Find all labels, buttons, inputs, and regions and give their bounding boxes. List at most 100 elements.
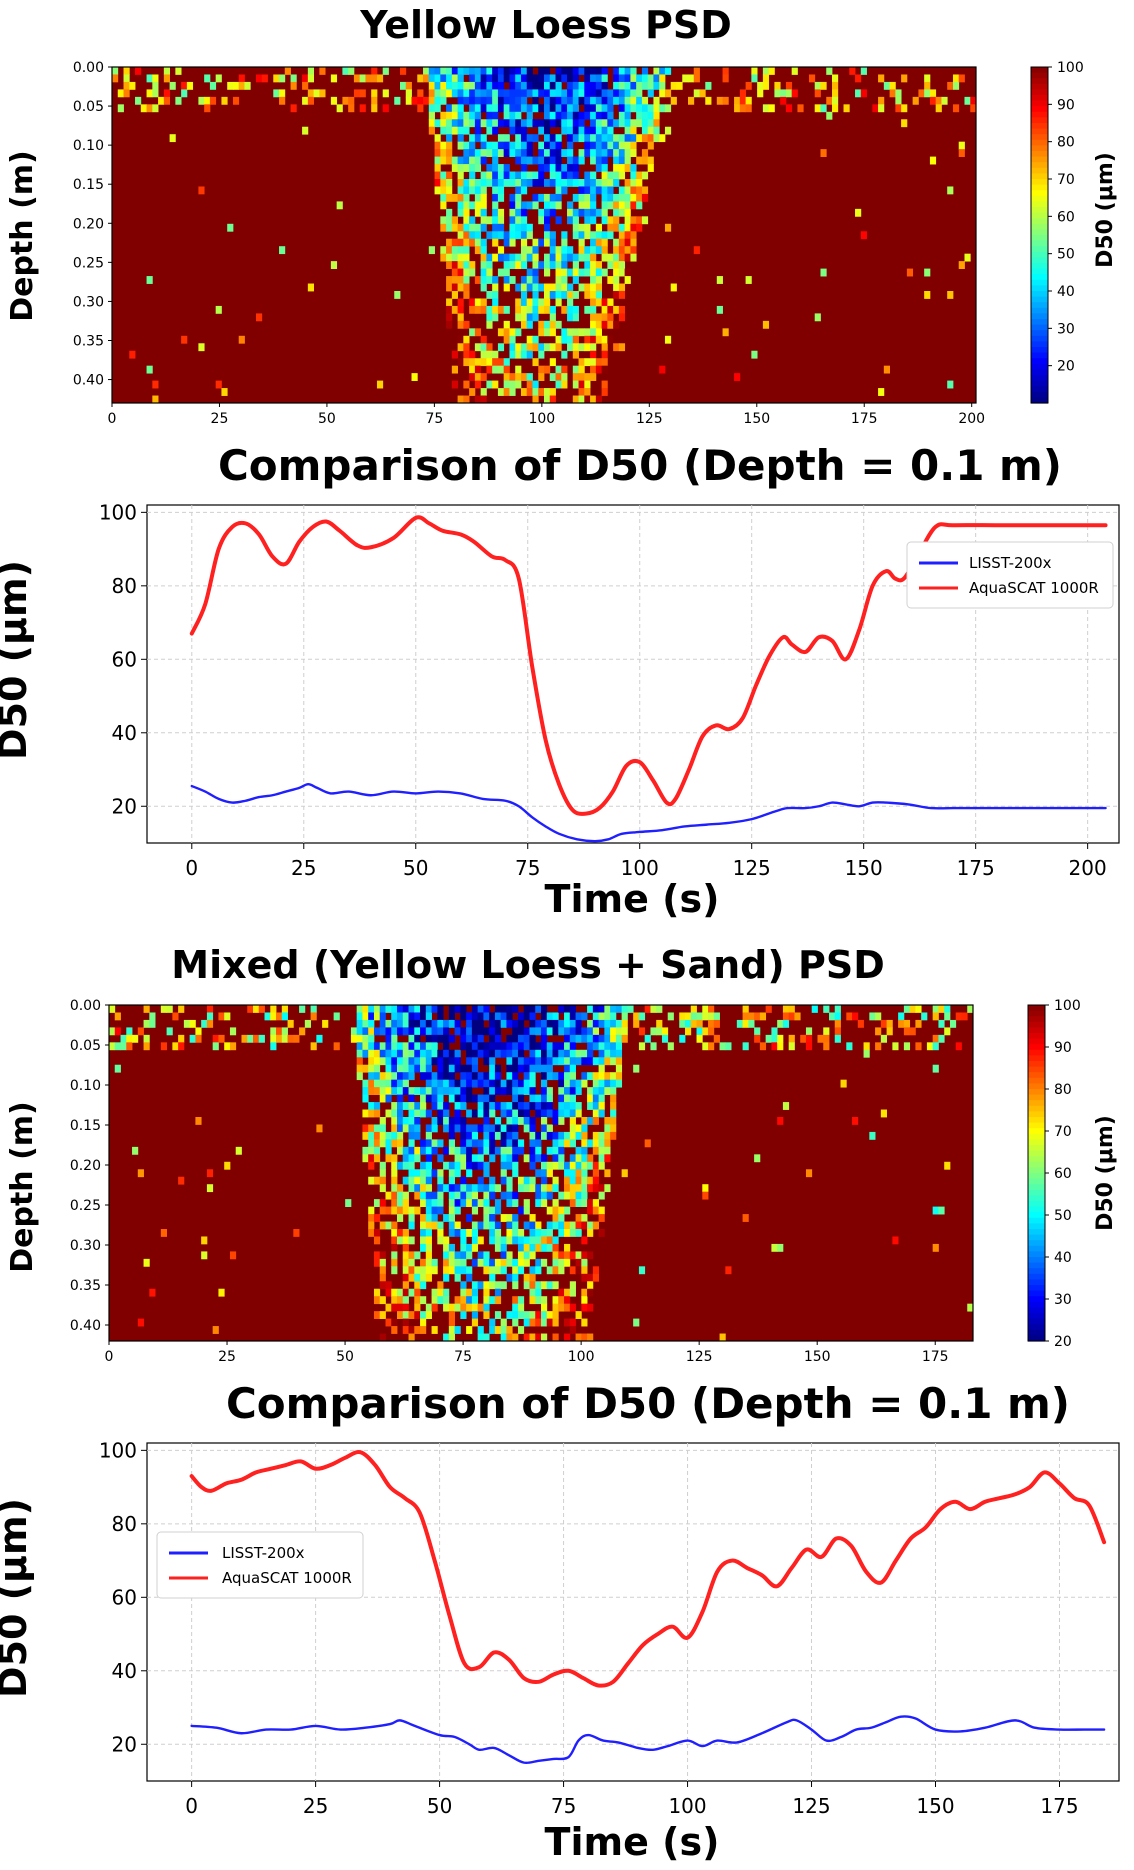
heatmap-cell xyxy=(601,89,608,98)
heatmap-cell xyxy=(788,1034,795,1043)
heatmap-cell xyxy=(607,201,614,210)
heatmap-cell xyxy=(613,268,620,277)
colorbar-step xyxy=(1031,274,1048,281)
heatmap-cell xyxy=(834,1012,841,1021)
heatmap-cell xyxy=(500,1124,507,1133)
heatmap-cell xyxy=(892,1236,899,1245)
heatmap-cell xyxy=(397,1057,404,1066)
heatmap-cell xyxy=(362,1064,369,1073)
heatmap-cell xyxy=(785,81,793,90)
heatmap-cell xyxy=(610,1072,617,1081)
heatmap-cell xyxy=(492,231,499,240)
heatmap-cell xyxy=(494,1117,502,1125)
heatmap-cell xyxy=(546,1124,553,1133)
heatmap-cell xyxy=(578,380,585,389)
heatmap-cell xyxy=(414,1266,421,1275)
heatmap-cell xyxy=(529,1229,536,1237)
heatmap-cell xyxy=(132,1146,139,1155)
heatmap-cell xyxy=(279,89,286,98)
heatmap-cell xyxy=(497,164,505,172)
heatmap-cell xyxy=(500,1087,507,1095)
heatmap-cell xyxy=(114,1042,121,1051)
heatmap-cell xyxy=(402,1236,409,1245)
heatmap-cell xyxy=(414,1027,421,1036)
heatmap-cell xyxy=(463,261,470,269)
heatmap-cell xyxy=(544,149,551,157)
heatmap-cell xyxy=(549,283,556,292)
heatmap-cell xyxy=(601,111,608,120)
heatmap-cell xyxy=(368,1229,375,1237)
heatmap-cell xyxy=(590,358,597,367)
heatmap-cell xyxy=(572,328,579,337)
heatmap-cell xyxy=(483,1102,490,1110)
heatmap-cell xyxy=(932,1206,939,1215)
heatmap-cell xyxy=(414,1042,421,1051)
heatmap-cell xyxy=(469,201,476,210)
heatmap-cell xyxy=(595,74,602,83)
heatmap-cell xyxy=(702,1005,709,1013)
heatmap-cell xyxy=(425,1161,432,1170)
heatmap-cell xyxy=(558,1191,565,1200)
heatmap-cell xyxy=(567,81,574,90)
heatmap-cell xyxy=(523,1087,530,1095)
heatmap-cell xyxy=(636,74,643,83)
heatmap-cell xyxy=(592,1161,599,1170)
heatmap-cell xyxy=(379,1296,386,1305)
heatmap-cell xyxy=(535,1042,542,1051)
heatmap-cell xyxy=(503,283,510,292)
heatmap-cell xyxy=(494,1199,502,1207)
heatmap-cell xyxy=(532,380,539,389)
colorbar-step xyxy=(1028,1033,1045,1040)
heatmap-cell xyxy=(348,96,355,105)
heatmap-cell xyxy=(460,1251,467,1260)
heatmap-cell xyxy=(552,1012,559,1021)
heatmap-cell xyxy=(630,179,637,187)
heatmap-cell xyxy=(578,134,585,143)
heatmap-cell xyxy=(575,1161,582,1170)
heatmap-cell xyxy=(607,104,614,113)
heatmap-cell xyxy=(397,1124,404,1133)
heatmap-cell xyxy=(512,1258,519,1267)
heatmap-cell xyxy=(402,1326,409,1334)
heatmap-cell xyxy=(517,1117,525,1125)
heatmap-cell xyxy=(437,1057,444,1066)
heatmap-cell xyxy=(575,1034,582,1043)
heatmap-cell xyxy=(529,1154,536,1163)
heatmap-cell xyxy=(477,1034,484,1043)
heatmap-cell xyxy=(506,1146,513,1155)
heatmap-cell xyxy=(615,1034,623,1043)
heatmap-cell xyxy=(379,1019,386,1028)
heatmap-cell xyxy=(538,104,545,113)
heatmap-cell xyxy=(924,268,931,277)
heatmap-cell xyxy=(443,1273,450,1282)
colorbar-step xyxy=(1031,279,1048,286)
heatmap-cell xyxy=(549,291,556,299)
heatmap-cell xyxy=(500,1012,507,1021)
heatmap-cell xyxy=(581,1161,588,1170)
heatmap-cell xyxy=(489,1326,496,1334)
heatmap-cell xyxy=(483,1184,490,1193)
heatmap-cell xyxy=(647,89,654,98)
heatmap-cell xyxy=(517,1139,525,1148)
heatmap-cell xyxy=(379,1087,386,1095)
heatmap-cell xyxy=(572,380,579,389)
heatmap-cell xyxy=(437,1139,444,1148)
heatmap-cell xyxy=(477,1079,484,1088)
heatmap-cell xyxy=(451,104,458,113)
heatmap-cell xyxy=(601,126,608,135)
heatmap-cell xyxy=(437,1296,444,1305)
heatmap-cell xyxy=(486,111,493,120)
heatmap-cell xyxy=(503,261,510,269)
heatmap-cell xyxy=(414,1206,421,1215)
heatmap-cell xyxy=(541,1109,548,1118)
heatmap-cell xyxy=(535,1236,542,1245)
heatmap-cell xyxy=(397,1005,404,1013)
heatmap-cell xyxy=(417,104,424,113)
heatmap-cell xyxy=(379,1206,386,1215)
heatmap-cell xyxy=(572,253,579,262)
heatmap-cell xyxy=(391,1124,398,1133)
legend: LISST-200x AquaSCAT 1000R xyxy=(156,1531,364,1599)
heatmap-cell xyxy=(587,1184,594,1193)
heatmap-cell xyxy=(469,373,476,381)
y-tick-label: 80 xyxy=(112,574,137,598)
